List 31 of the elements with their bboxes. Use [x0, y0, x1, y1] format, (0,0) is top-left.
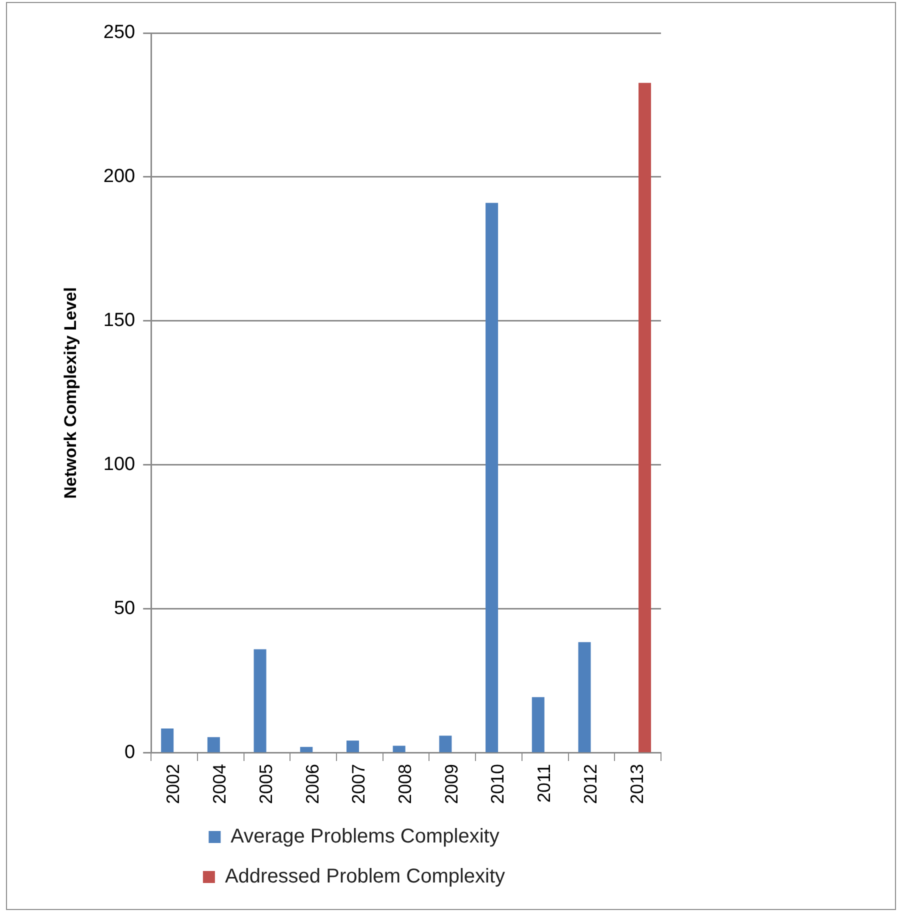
x-tick-label: 2007 — [348, 764, 369, 804]
bar — [300, 746, 313, 752]
y-tick-label: 100 — [103, 454, 136, 476]
bar — [578, 642, 591, 752]
x-tick-label: 2012 — [580, 764, 600, 804]
y-tick-label: 150 — [103, 310, 136, 332]
bar — [439, 736, 452, 752]
legend-label: Addressed Problem Complexity — [224, 866, 506, 888]
x-tick-label: 2004 — [210, 764, 230, 804]
bar — [346, 740, 359, 752]
bar — [254, 649, 266, 752]
x-tick-label: 2010 — [488, 764, 508, 804]
bar — [392, 746, 406, 752]
y-axis-title: Network Complexity Level — [60, 287, 80, 499]
bar — [161, 728, 174, 752]
x-tick-label: 2002 — [163, 764, 184, 804]
x-tick-label: 2011 — [534, 764, 554, 803]
bar — [638, 82, 652, 752]
legend-label: Average Problems Complexity — [230, 826, 500, 848]
x-tick-label: 2008 — [395, 764, 416, 804]
bar — [532, 697, 544, 752]
x-tick-label: 2013 — [626, 764, 647, 804]
x-tick-label: 2009 — [441, 764, 462, 804]
y-tick-label: 250 — [103, 22, 136, 44]
bar — [486, 202, 498, 752]
y-tick-label: 0 — [124, 742, 136, 764]
y-tick-label: 200 — [103, 166, 136, 188]
x-tick-label: 2006 — [302, 764, 322, 804]
x-tick-label: 2005 — [256, 764, 276, 804]
y-tick-label: 50 — [114, 598, 136, 620]
bar — [207, 737, 220, 752]
